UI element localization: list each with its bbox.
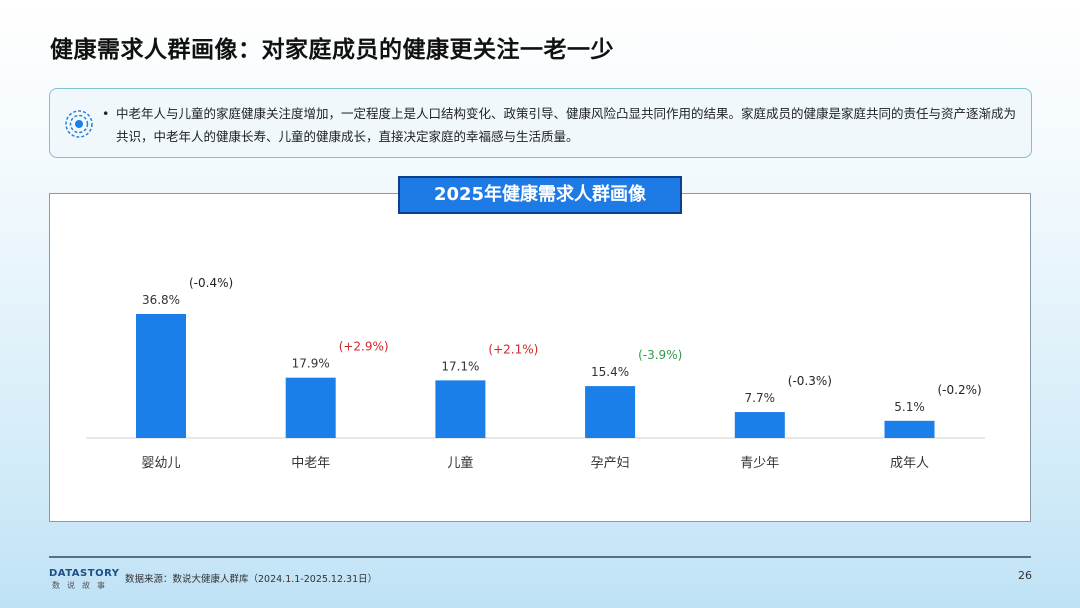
- logo-subtitle: 数说故事: [52, 581, 112, 590]
- bar-儿童: [435, 380, 486, 438]
- change-label: (+2.9%): [339, 340, 389, 354]
- category-label: 中老年: [291, 456, 330, 471]
- change-label: (-0.2%): [938, 383, 982, 397]
- value-label: 5.1%: [894, 400, 925, 414]
- data-source: 数据来源：数说大健康人群库（2024.1.1-2025.12.31日）: [125, 574, 378, 585]
- value-label: 17.1%: [441, 359, 479, 373]
- footer-divider: [49, 556, 1031, 558]
- category-label: 成年人: [890, 456, 929, 471]
- page-number: 26: [1018, 569, 1032, 582]
- change-label: (-3.9%): [638, 348, 682, 362]
- value-label: 7.7%: [745, 391, 776, 405]
- datastory-logo: DATASTORY: [49, 568, 120, 579]
- summary-note: 中老年人与儿童的家庭健康关注度增加，一定程度上是人口结构变化、政策引导、健康风险…: [49, 88, 1032, 158]
- category-label: 儿童: [447, 455, 473, 471]
- value-label: 17.9%: [292, 357, 330, 371]
- bar-成年人: [884, 420, 935, 438]
- page-title: 健康需求人群画像：对家庭成员的健康更关注一老一少: [50, 37, 614, 63]
- summary-text: 中老年人与儿童的家庭健康关注度增加，一定程度上是人口结构变化、政策引导、健康风险…: [102, 102, 1016, 148]
- bar-中老年: [285, 377, 336, 438]
- chart-title: 2025年健康需求人群画像: [398, 176, 682, 214]
- category-label: 婴幼儿: [141, 456, 180, 471]
- change-label: (-0.3%): [788, 374, 832, 388]
- bar-chart: 36.8% (-0.4%) 婴幼儿 17.9% (+2.9%) 中老年 17.1% (+2.1…: [49, 193, 1031, 522]
- category-label: 青少年: [740, 456, 779, 471]
- category-label: 孕产妇: [591, 455, 630, 471]
- bar-婴幼儿: [136, 314, 186, 438]
- chart-canvas: 36.8% (-0.4%) 婴幼儿 17.9% (+2.9%) 中老年 17.1% (+2.1…: [86, 276, 985, 471]
- change-label: (+2.1%): [488, 342, 538, 356]
- bar-孕产妇: [585, 386, 636, 438]
- value-label: 36.8%: [142, 293, 180, 307]
- bar-青少年: [734, 412, 785, 438]
- change-label: (-0.4%): [189, 276, 233, 290]
- value-label: 15.4%: [591, 365, 629, 379]
- radar-dot-icon: [65, 110, 93, 138]
